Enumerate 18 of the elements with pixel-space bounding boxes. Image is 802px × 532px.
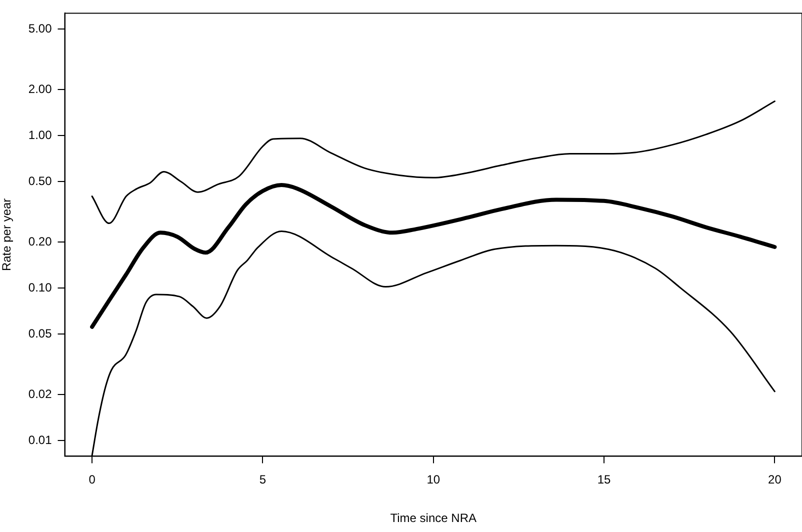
x-tick-label: 5 xyxy=(259,472,266,487)
y-tick-label: 0.01 xyxy=(28,432,52,447)
y-axis-title: Rate per year xyxy=(0,198,14,272)
y-tick-label: 2.00 xyxy=(28,82,52,96)
line-series xyxy=(90,183,777,329)
x-tick-label: 0 xyxy=(88,472,96,487)
y-tick-label: 0.02 xyxy=(28,387,52,401)
x-tick-label: 10 xyxy=(426,472,440,487)
x-axis-title: Time since NRA xyxy=(390,511,477,526)
y-tick-label: 0.05 xyxy=(28,326,52,340)
y-tick-label: 0.20 xyxy=(28,234,52,249)
y-tick-label: 1.00 xyxy=(28,128,52,142)
y-tick-label: 5.00 xyxy=(28,21,52,36)
y-tick-label: 0.50 xyxy=(28,174,52,188)
y-tick-label: 0.10 xyxy=(28,280,52,294)
x-tick-label: 15 xyxy=(597,472,612,487)
x-tick-label: 20 xyxy=(768,472,782,487)
line-series xyxy=(91,100,776,224)
